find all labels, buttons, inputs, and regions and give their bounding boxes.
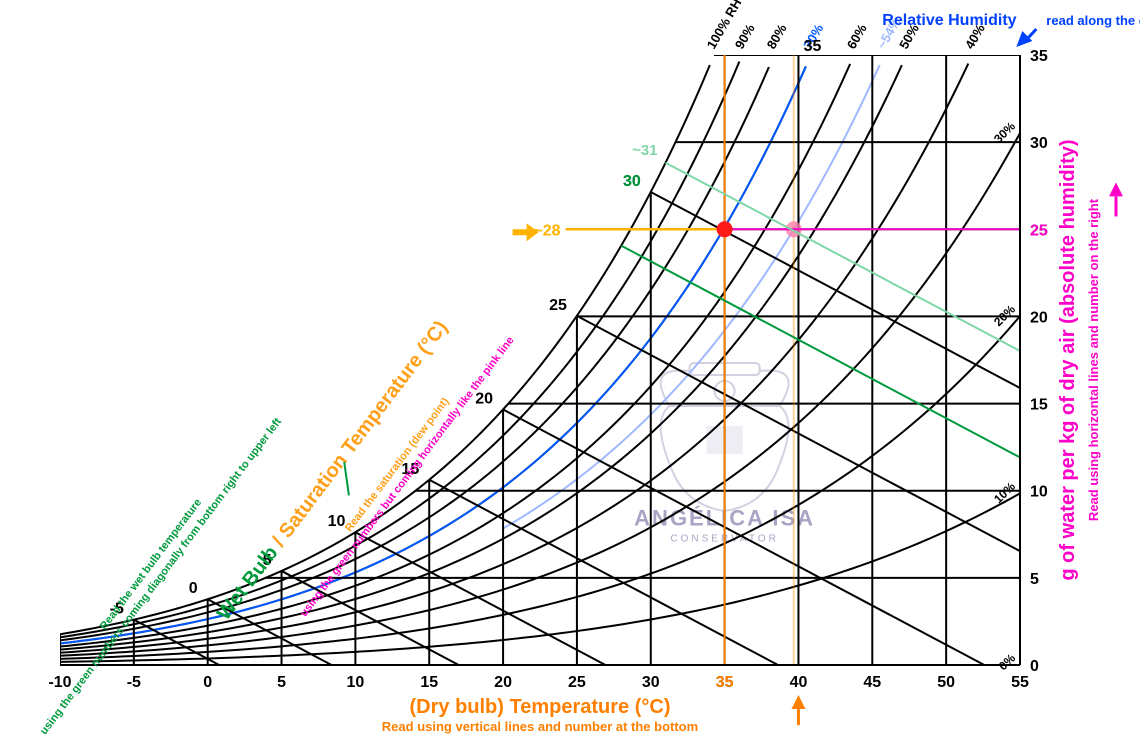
wet-bulb-approx-label: ~28 bbox=[533, 222, 560, 239]
psychrometric-chart: ANGÉLICA ISACONSERVATOR-5051015202530-10… bbox=[0, 0, 1140, 751]
rh-axis-label: Relative Humidity bbox=[882, 12, 1016, 29]
arrow-up-icon bbox=[1109, 182, 1123, 196]
y-right-tick-label: 35 bbox=[1030, 48, 1048, 65]
y-right-tick-label: 20 bbox=[1030, 309, 1048, 326]
wet-bulb-30-green: 30 bbox=[623, 173, 641, 190]
wet-bulb-tick-label: 25 bbox=[549, 297, 567, 314]
rh-right-label: 20% bbox=[991, 302, 1018, 329]
x-tick-label: 20 bbox=[494, 674, 512, 691]
rh-top-label: 90% bbox=[732, 21, 758, 51]
wet-bulb-tick-label: 0 bbox=[189, 580, 198, 597]
x-tick-label: -5 bbox=[127, 674, 141, 691]
y-right-tick-label: 15 bbox=[1030, 397, 1048, 414]
arrow-stem bbox=[1025, 29, 1036, 41]
y-right-tick-label: 30 bbox=[1030, 135, 1048, 152]
plot-area: ANGÉLICA ISACONSERVATOR-5051015202530-10… bbox=[38, 0, 1140, 737]
y-right-tick-label: 0 bbox=[1030, 658, 1039, 675]
x-tick-label: 40 bbox=[790, 674, 808, 691]
arrow-down-left-icon bbox=[1016, 31, 1032, 47]
x-axis-label: (Dry bulb) Temperature (°C) bbox=[410, 696, 671, 718]
x-axis-subtext: Read using vertical lines and number at … bbox=[382, 719, 698, 734]
rh-right-label: 0% bbox=[996, 651, 1018, 673]
y-right-tick-highlight: 25 bbox=[1030, 222, 1048, 239]
x-tick-label: 0 bbox=[203, 674, 212, 691]
x-tick-highlight: 35 bbox=[716, 674, 734, 691]
x-tick-label: 50 bbox=[937, 674, 955, 691]
rh-top-label: 80% bbox=[764, 21, 790, 51]
y-right-tick-label: 5 bbox=[1030, 571, 1039, 588]
y-right-tick-label: 10 bbox=[1030, 484, 1048, 501]
highlight-point bbox=[717, 221, 733, 237]
rh-curve-50 bbox=[60, 65, 902, 650]
arrow-up-icon bbox=[791, 695, 805, 709]
x-tick-label: 25 bbox=[568, 674, 586, 691]
y-right-axis-subtext: Read using horizontal lines and number o… bbox=[1086, 198, 1101, 521]
rh-top-label: 60% bbox=[844, 21, 870, 51]
x-tick-label: 10 bbox=[346, 674, 364, 691]
y-right-axis-label: g of water per kg of dry air (absolute h… bbox=[1057, 139, 1079, 580]
x-tick-label: 15 bbox=[420, 674, 438, 691]
wet-bulb-sat-approx-label: ~31 bbox=[632, 142, 657, 159]
rh-right-label: 10% bbox=[991, 479, 1018, 506]
top-35-marker: 35 bbox=[804, 38, 822, 55]
rh-axis-subtext: read along the curve bbox=[1046, 13, 1140, 28]
x-tick-label: 5 bbox=[277, 674, 286, 691]
x-tick-label: 30 bbox=[642, 674, 660, 691]
x-tick-label: 45 bbox=[863, 674, 881, 691]
wet-bulb-line bbox=[503, 409, 984, 665]
x-tick-label: 55 bbox=[1011, 674, 1029, 691]
